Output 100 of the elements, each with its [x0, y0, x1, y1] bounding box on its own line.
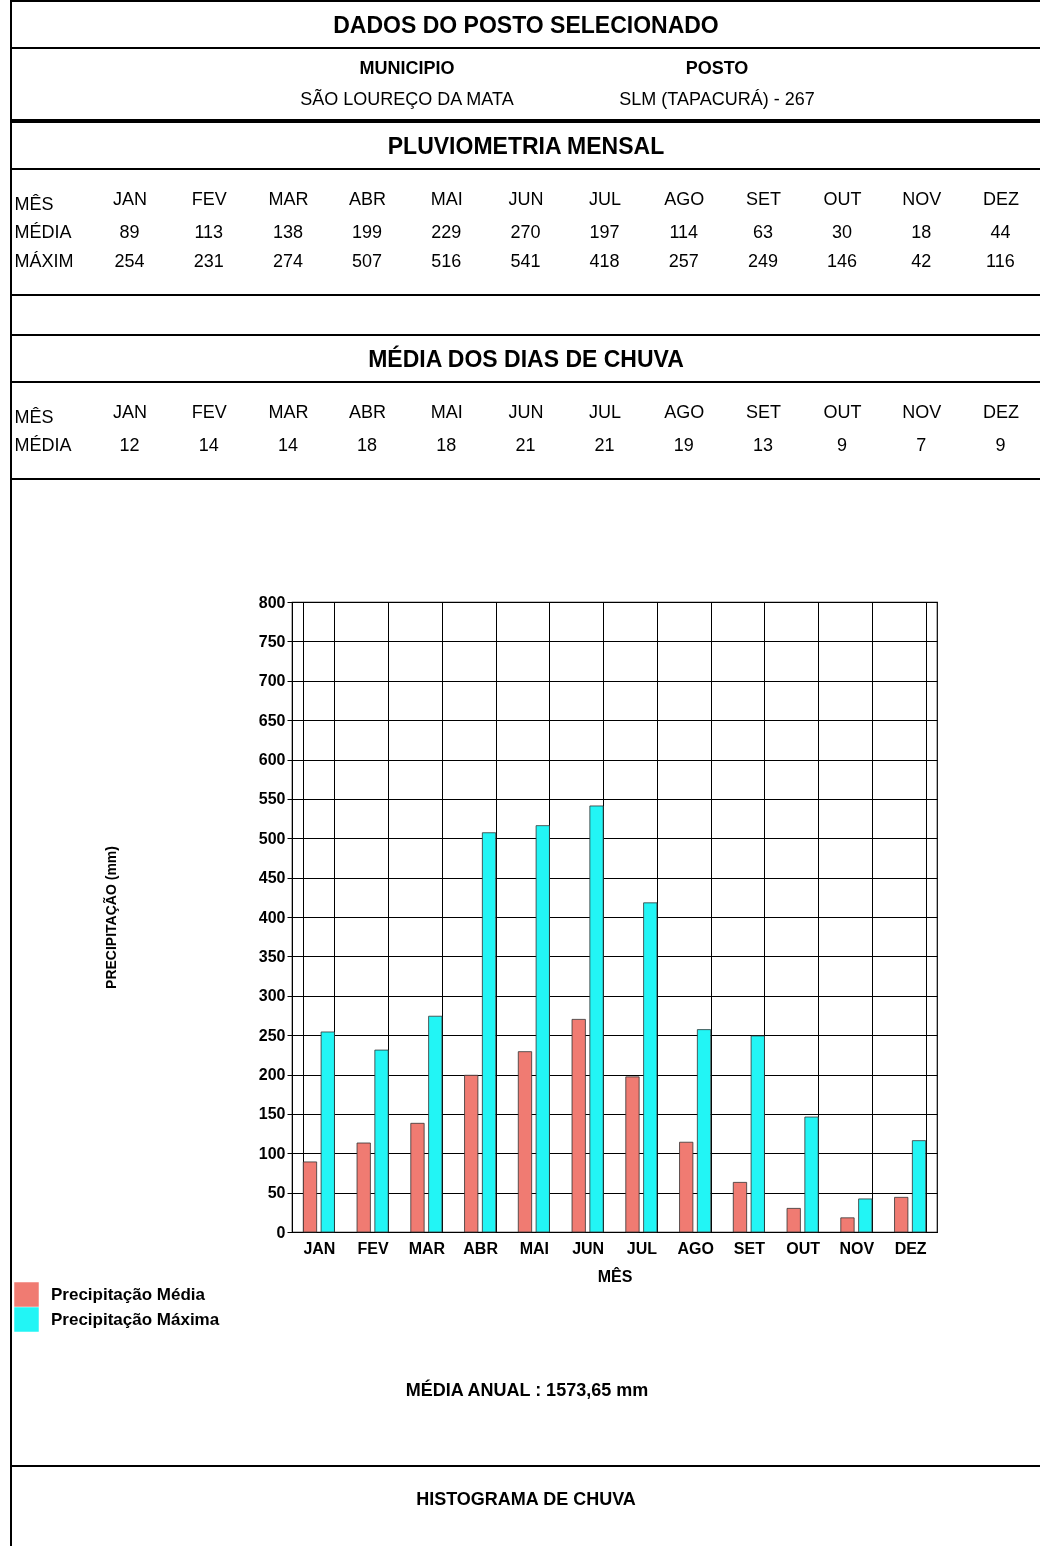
data-label: 44 — [990, 221, 1011, 242]
data-label: 18 — [436, 434, 457, 455]
bar — [625, 1076, 640, 1233]
y-tick-label: 300 — [258, 987, 286, 1005]
category-label: OUT — [823, 401, 862, 422]
category-label: JUN — [508, 188, 544, 209]
text: SÃO LOUREÇO DA MATA — [299, 89, 515, 110]
bar — [356, 1142, 371, 1233]
bar — [750, 1035, 765, 1233]
y-axis-title: PRECIPITAÇÃO (mm) — [101, 846, 119, 989]
x-tick-label: DEZ — [894, 1239, 927, 1257]
data-label: 30 — [832, 221, 853, 242]
data-label: 116 — [986, 250, 1015, 271]
category-label: NOV — [902, 401, 942, 422]
bar — [786, 1207, 801, 1233]
data-label: 12 — [119, 434, 140, 455]
bar — [374, 1049, 389, 1233]
text: MÁXIM — [14, 251, 74, 271]
text: PLUVIOMETRIA MENSAL — [12, 121, 1040, 170]
category-label: JAN — [113, 188, 148, 209]
bar — [696, 1029, 712, 1233]
category-label: MAR — [268, 401, 309, 422]
category-label: AGO — [664, 188, 705, 209]
data-label: 7 — [916, 434, 927, 455]
data-label: 199 — [352, 221, 383, 242]
x-tick-label: JUN — [572, 1239, 605, 1257]
data-label: 21 — [594, 434, 615, 455]
data-label: 113 — [194, 221, 224, 242]
y-tick-label: 400 — [258, 908, 286, 926]
y-tick-label: 750 — [258, 632, 286, 650]
bar — [320, 1031, 335, 1233]
text: MÊS — [14, 193, 54, 214]
data-label: 197 — [589, 221, 620, 242]
bar — [302, 1161, 318, 1233]
data-label: 63 — [752, 221, 773, 242]
x-tick-label: OUT — [786, 1239, 821, 1257]
data-label: 9 — [837, 434, 848, 455]
y-tick-label: 550 — [258, 790, 286, 808]
bar — [464, 1074, 479, 1233]
y-tick-label: 50 — [267, 1184, 286, 1202]
text: MUNICIPIO — [358, 58, 456, 79]
bar — [732, 1181, 748, 1233]
bar — [410, 1122, 425, 1233]
bar — [589, 805, 604, 1233]
data-label: 18 — [357, 434, 378, 455]
data-label: 19 — [673, 434, 694, 455]
category-label: JUL — [589, 188, 622, 209]
y-tick-label: 0 — [276, 1223, 286, 1241]
data-label: 42 — [911, 250, 932, 271]
x-tick-label: JAN — [303, 1239, 336, 1257]
data-label: 249 — [747, 250, 778, 271]
bar — [840, 1217, 855, 1233]
category-label: SET — [745, 401, 781, 422]
bar — [911, 1140, 927, 1233]
y-tick-label: 600 — [258, 751, 286, 768]
bar — [643, 902, 658, 1233]
x-tick-label: ABR — [463, 1239, 499, 1257]
y-tick-label: 100 — [258, 1144, 286, 1162]
category-label: SET — [745, 188, 781, 209]
y-tick-label: 350 — [258, 947, 286, 965]
text: MÉDIA DOS DIAS DE CHUVA — [12, 334, 1040, 383]
y-tick-label: 800 — [258, 593, 286, 611]
data-label: 541 — [510, 250, 541, 271]
data-label: 507 — [352, 250, 383, 271]
data-label: 89 — [119, 221, 140, 242]
legend-label: Precipitação Máxima — [51, 1309, 220, 1329]
bar — [858, 1198, 873, 1233]
data-label: 231 — [193, 250, 224, 271]
y-tick-label: 500 — [258, 829, 286, 847]
text: HISTOGRAMA DE CHUVA — [12, 1465, 1040, 1510]
category-label: NOV — [902, 188, 942, 209]
category-label: ABR — [349, 188, 387, 209]
category-label: JUN — [508, 401, 544, 422]
category-label: DEZ — [982, 188, 1019, 209]
y-tick-label: 700 — [258, 672, 286, 690]
data-label: 9 — [995, 434, 1006, 455]
x-tick-label: NOV — [839, 1239, 875, 1257]
category-label: FEV — [191, 401, 227, 422]
text: SLM (TAPACURÁ) - 267 — [618, 89, 816, 110]
bar — [571, 1018, 586, 1233]
data-label: 516 — [431, 250, 462, 271]
series-label: MÉDIA — [14, 222, 72, 242]
category-label: MAR — [268, 188, 309, 209]
data-label: 146 — [827, 250, 858, 271]
y-tick-label: 450 — [258, 869, 286, 887]
text: MÉDIA — [14, 435, 72, 455]
y-tick-label: 650 — [258, 711, 286, 729]
bar — [679, 1141, 694, 1233]
y-tick-label: 250 — [258, 1026, 286, 1044]
bar — [517, 1051, 533, 1233]
data-label: 270 — [510, 221, 541, 242]
data-label: 14 — [198, 434, 219, 455]
data-label: 21 — [515, 434, 536, 455]
bar — [428, 1015, 443, 1233]
data-label: 254 — [114, 250, 145, 271]
x-tick-label: MAI — [519, 1239, 550, 1257]
data-label: 18 — [911, 221, 932, 242]
category-label: JUL — [589, 401, 622, 422]
category-label: AGO — [664, 401, 705, 422]
category-label: DEZ — [982, 401, 1019, 422]
